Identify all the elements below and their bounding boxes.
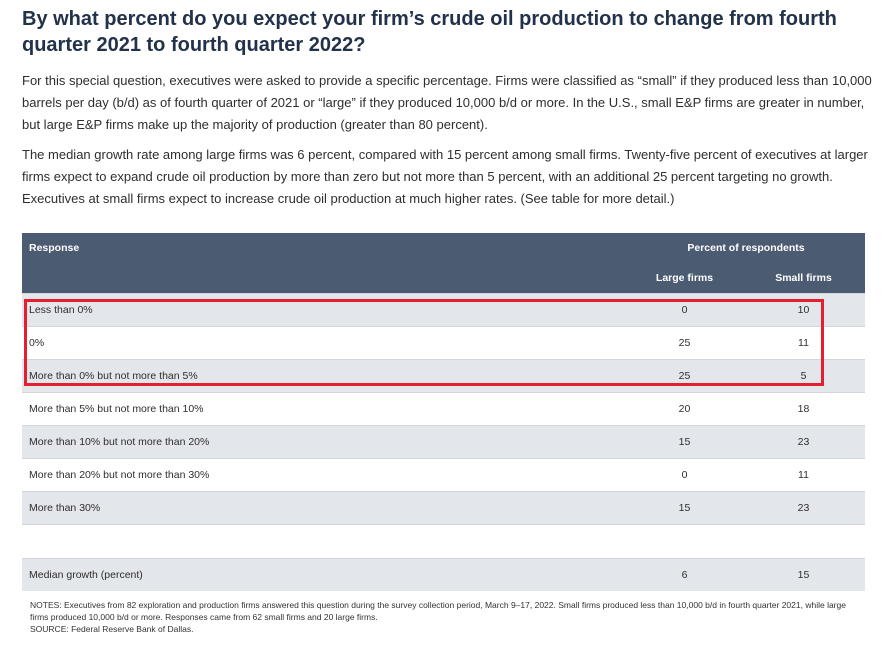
row-response: More than 10% but not more than 20%: [22, 425, 627, 459]
table-row: More than 0% but not more than 5% 25 5: [22, 359, 865, 393]
row-small: 5: [742, 359, 865, 393]
table-header-row: Response Percent of respondents: [22, 233, 865, 263]
notes-text: NOTES: Executives from 82 exploration an…: [30, 600, 846, 622]
row-response: More than 0% but not more than 5%: [22, 359, 627, 393]
row-small: 18: [742, 392, 865, 426]
row-large: 25: [627, 359, 742, 393]
header-blank: [22, 263, 627, 294]
row-small: 11: [742, 326, 865, 360]
table-row: 0% 25 11: [22, 326, 865, 360]
row-large: 0: [627, 293, 742, 327]
median-small: 15: [742, 558, 865, 591]
median-row: Median growth (percent) 6 15: [22, 558, 865, 591]
table-row: Less than 0% 0 10: [22, 293, 865, 327]
median-large: 6: [627, 558, 742, 591]
table-row: More than 10% but not more than 20% 15 2…: [22, 425, 865, 459]
row-response: More than 30%: [22, 491, 627, 525]
row-large: 15: [627, 425, 742, 459]
row-response: Less than 0%: [22, 293, 627, 327]
row-small: 10: [742, 293, 865, 327]
source-text: SOURCE: Federal Reserve Bank of Dallas.: [30, 624, 194, 634]
table-row: More than 20% but not more than 30% 0 11: [22, 458, 865, 492]
spacer-cell: [627, 524, 742, 559]
summary-paragraph: The median growth rate among large firms…: [22, 147, 868, 206]
row-large: 0: [627, 458, 742, 492]
page-title: By what percent do you expect your firm’…: [22, 8, 837, 56]
median-response: Median growth (percent): [22, 558, 627, 591]
row-large: 15: [627, 491, 742, 525]
table-notes: NOTES: Executives from 82 exploration an…: [30, 599, 860, 635]
row-response: More than 5% but not more than 10%: [22, 392, 627, 426]
header-response: Response: [22, 233, 627, 263]
spacer-cell: [22, 524, 627, 559]
table-row: More than 30% 15 23: [22, 491, 865, 525]
spacer-cell: [742, 524, 865, 559]
row-response: 0%: [22, 326, 627, 360]
table-subheader-row: Large firms Small firms: [22, 263, 865, 294]
row-large: 25: [627, 326, 742, 360]
row-small: 11: [742, 458, 865, 492]
row-large: 20: [627, 392, 742, 426]
spacer-row: [22, 524, 865, 559]
row-small: 23: [742, 425, 865, 459]
row-response: More than 20% but not more than 30%: [22, 458, 627, 492]
row-small: 23: [742, 491, 865, 525]
header-small-firms: Small firms: [742, 263, 865, 294]
survey-table: Response Percent of respondents Large fi…: [22, 233, 865, 591]
header-percent-of-respondents: Percent of respondents: [627, 233, 865, 263]
intro-paragraph: For this special question, executives we…: [22, 73, 872, 132]
header-large-firms: Large firms: [627, 263, 742, 294]
table-row: More than 5% but not more than 10% 20 18: [22, 392, 865, 426]
